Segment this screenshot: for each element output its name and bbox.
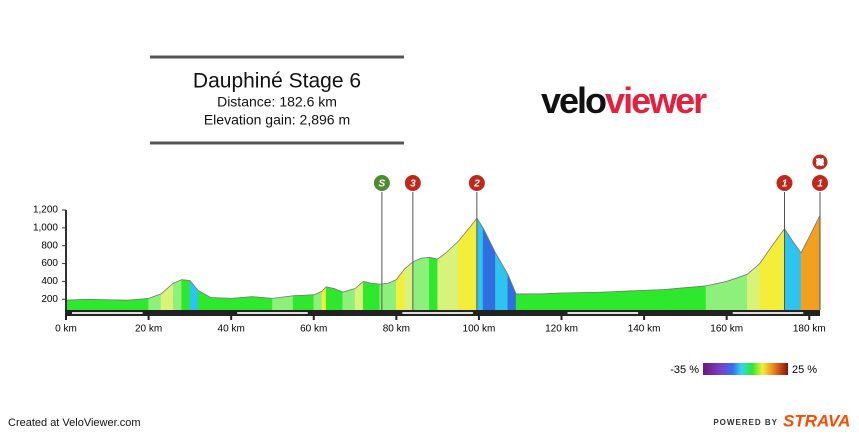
- x-tick-label: 160 km: [710, 324, 743, 335]
- gradient-segment: [354, 280, 364, 311]
- gradient-segment: [404, 261, 414, 311]
- gradient-segment: [371, 282, 381, 311]
- subtitle: Distance: 182.6 km: [217, 94, 337, 110]
- gradient-segment: [507, 274, 517, 311]
- x-tick-label: 60 km: [300, 324, 327, 335]
- x-tick-label: 20 km: [135, 324, 162, 335]
- gradient-segment: [664, 287, 686, 311]
- gradient-segment: [173, 279, 182, 311]
- y-tick-label: 1,000: [33, 222, 58, 233]
- gradient-segment: [251, 296, 273, 311]
- y-tick-label: 800: [41, 240, 58, 251]
- gradient-segment: [325, 286, 335, 311]
- gradient-segment: [86, 299, 108, 311]
- gradient-segment: [747, 263, 760, 311]
- gradient-segment: [379, 282, 389, 311]
- gradient-segment: [809, 215, 821, 311]
- finish-flag-check: [815, 157, 825, 167]
- gradient-segment: [107, 299, 129, 311]
- marker-label: S: [379, 179, 386, 190]
- y-tick-label: 1,200: [33, 205, 58, 216]
- marker-label: 1: [782, 179, 788, 190]
- x-tick-label: 100 km: [463, 324, 496, 335]
- marker-icon: [372, 174, 391, 192]
- x-tick-label: 140 km: [628, 324, 661, 335]
- gradient-segment: [495, 251, 509, 311]
- footer-credit: Created at VeloViewer.com: [8, 417, 140, 429]
- x-tick-label: 80 km: [383, 324, 410, 335]
- gradient-segment: [292, 294, 315, 311]
- gradient-segment: [65, 299, 87, 311]
- marker-icon: [467, 174, 486, 192]
- x-tick-label: 0 km: [55, 324, 77, 335]
- colorbar-min: -35 %: [670, 364, 699, 376]
- gradient-segment: [784, 227, 793, 311]
- y-tick-label: 200: [41, 294, 58, 305]
- gradient-segment: [771, 227, 785, 311]
- gradient-segment: [726, 273, 748, 311]
- gradient-segment: [685, 285, 707, 311]
- gradient-segment: [396, 268, 405, 311]
- gradient-segment: [437, 252, 447, 311]
- marker-icon: [775, 174, 794, 192]
- gradient-segment: [160, 282, 174, 311]
- logo-part: viewer: [605, 80, 707, 121]
- gradient-segment: [230, 296, 253, 311]
- marker-label: 1: [817, 179, 823, 190]
- x-tick-label: 180 km: [793, 324, 826, 335]
- gradient-segment: [540, 292, 562, 311]
- gradient-segment: [602, 290, 645, 311]
- gradient-segment: [476, 217, 484, 311]
- y-tick-label: 600: [41, 258, 58, 269]
- y-tick-label: 400: [41, 276, 58, 287]
- logo-part: velo: [541, 80, 606, 121]
- gradient-segment: [759, 244, 773, 311]
- gradient-segment: [705, 281, 727, 311]
- marker-icon: [811, 174, 829, 192]
- gradient-segment: [561, 291, 604, 311]
- gradient-segment: [363, 281, 372, 311]
- footer-powered: POWERED BY: [713, 418, 778, 427]
- gradient-segment: [470, 217, 478, 311]
- x-tick-label: 120 km: [545, 324, 578, 335]
- gradient-segment: [181, 279, 191, 311]
- subtitle: Elevation gain: 2,896 m: [204, 112, 350, 128]
- x-tick-label: 40 km: [218, 324, 245, 335]
- gradient-segment: [210, 297, 232, 311]
- footer-brand: STRAVA: [783, 411, 850, 430]
- gradient-segment: [420, 257, 430, 311]
- title: Dauphiné Stage 6: [193, 70, 361, 93]
- marker-label: 3: [410, 179, 416, 190]
- gradient-segment: [197, 289, 211, 311]
- colorbar: [703, 363, 788, 375]
- marker-label: 2: [473, 179, 480, 190]
- gradient-segment: [429, 257, 438, 311]
- marker-icon: [403, 174, 422, 192]
- logo: veloviewer: [541, 80, 707, 121]
- gradient-segment: [412, 257, 422, 311]
- gradient-segment: [515, 293, 542, 311]
- gradient-segment: [387, 279, 397, 311]
- gradient-segment: [800, 236, 810, 311]
- gradient-segment: [643, 289, 665, 311]
- colorbar-max: 25 %: [792, 364, 817, 376]
